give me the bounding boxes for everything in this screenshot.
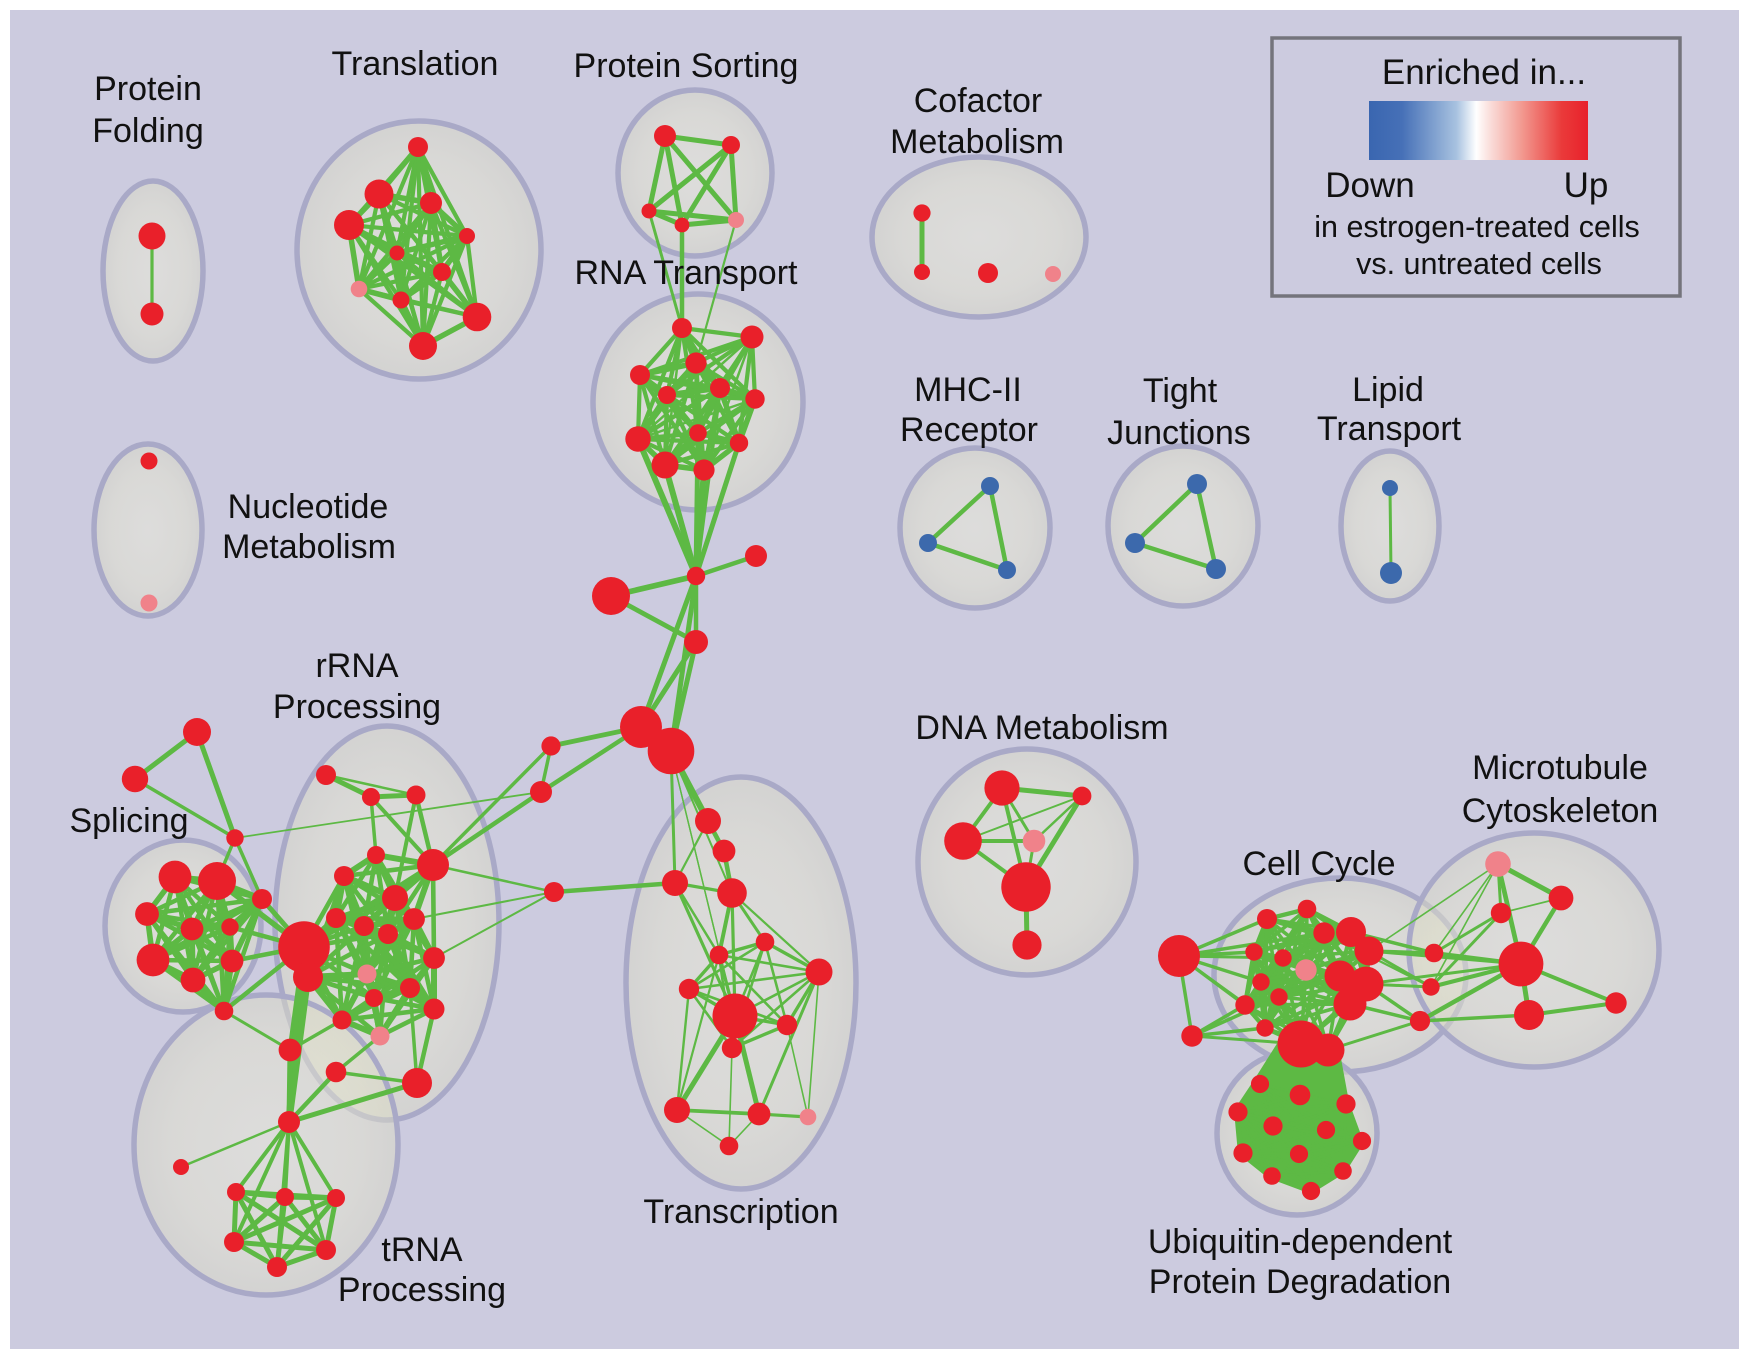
svg-text:Tight: Tight [1143,372,1218,410]
svg-text:Protein: Protein [94,70,202,108]
svg-text:Protein Degradation: Protein Degradation [1149,1263,1451,1301]
svg-text:Translation: Translation [332,45,499,83]
svg-text:tRNA: tRNA [381,1231,463,1269]
svg-text:in estrogen-treated cells: in estrogen-treated cells [1314,210,1640,244]
svg-text:Cytoskeleton: Cytoskeleton [1462,792,1659,830]
svg-text:rRNA: rRNA [315,647,398,685]
svg-text:Microtubule: Microtubule [1472,749,1648,787]
svg-text:Folding: Folding [92,112,204,150]
svg-text:Processing: Processing [338,1271,506,1309]
svg-text:Enriched in...: Enriched in... [1382,53,1586,92]
svg-text:RNA Transport: RNA Transport [575,254,799,292]
svg-text:Transcription: Transcription [643,1193,838,1231]
svg-text:Lipid: Lipid [1352,371,1424,409]
svg-text:Cofactor: Cofactor [914,82,1043,120]
svg-text:Down: Down [1325,166,1414,205]
svg-text:Nucleotide: Nucleotide [228,488,389,526]
svg-text:Processing: Processing [273,688,441,726]
svg-text:Cell Cycle: Cell Cycle [1242,845,1395,883]
svg-text:Transport: Transport [1317,410,1462,448]
svg-text:Up: Up [1564,166,1609,205]
svg-text:Receptor: Receptor [900,411,1038,449]
svg-text:MHC-II: MHC-II [914,371,1022,409]
svg-text:Protein Sorting: Protein Sorting [574,47,799,85]
svg-text:vs. untreated cells: vs. untreated cells [1356,247,1602,281]
svg-text:Metabolism: Metabolism [222,528,396,566]
svg-text:DNA Metabolism: DNA Metabolism [915,709,1168,747]
svg-text:Ubiquitin-dependent: Ubiquitin-dependent [1148,1223,1453,1261]
svg-text:Splicing: Splicing [69,802,188,840]
svg-text:Junctions: Junctions [1107,414,1251,452]
svg-text:Metabolism: Metabolism [890,123,1064,161]
